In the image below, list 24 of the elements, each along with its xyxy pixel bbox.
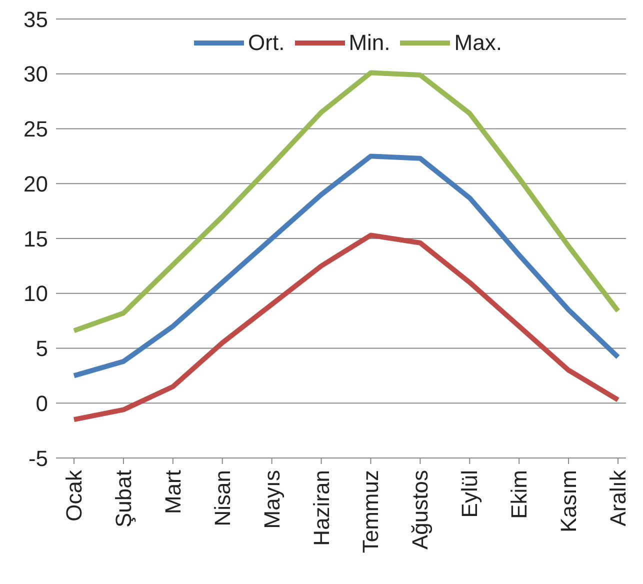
x-tick-label: Kasım — [556, 470, 582, 532]
y-tick-label: -5 — [28, 446, 48, 471]
x-tick-label: Şubat — [110, 470, 136, 528]
y-tick-label: 5 — [36, 336, 48, 362]
x-tick-label: Ekim — [506, 470, 532, 519]
y-tick-label: 35 — [24, 6, 48, 32]
y-tick-label: 10 — [24, 281, 48, 306]
legend-label: Ort. — [248, 30, 285, 56]
x-tick-label: Ağustos — [408, 470, 433, 550]
y-tick-label: 0 — [36, 390, 48, 416]
y-tick-label: 15 — [24, 226, 48, 252]
x-tick-label: Temmuz — [358, 470, 384, 554]
legend-label: Min. — [348, 30, 390, 56]
x-tick-label: Haziran — [308, 470, 334, 546]
y-tick-label: 25 — [24, 116, 48, 142]
x-tick-label: Mart — [160, 470, 186, 514]
x-tick-label: Aralık — [606, 469, 630, 526]
y-tick-label: 30 — [24, 62, 48, 87]
y-tick-label: 20 — [24, 171, 48, 196]
x-tick-label: Nisan — [210, 470, 235, 526]
legend-label: Max. — [454, 30, 502, 56]
x-tick-label: Ocak — [62, 469, 86, 522]
x-tick-label: Eylül — [457, 470, 482, 518]
x-tick-label: Mayıs — [259, 470, 284, 529]
